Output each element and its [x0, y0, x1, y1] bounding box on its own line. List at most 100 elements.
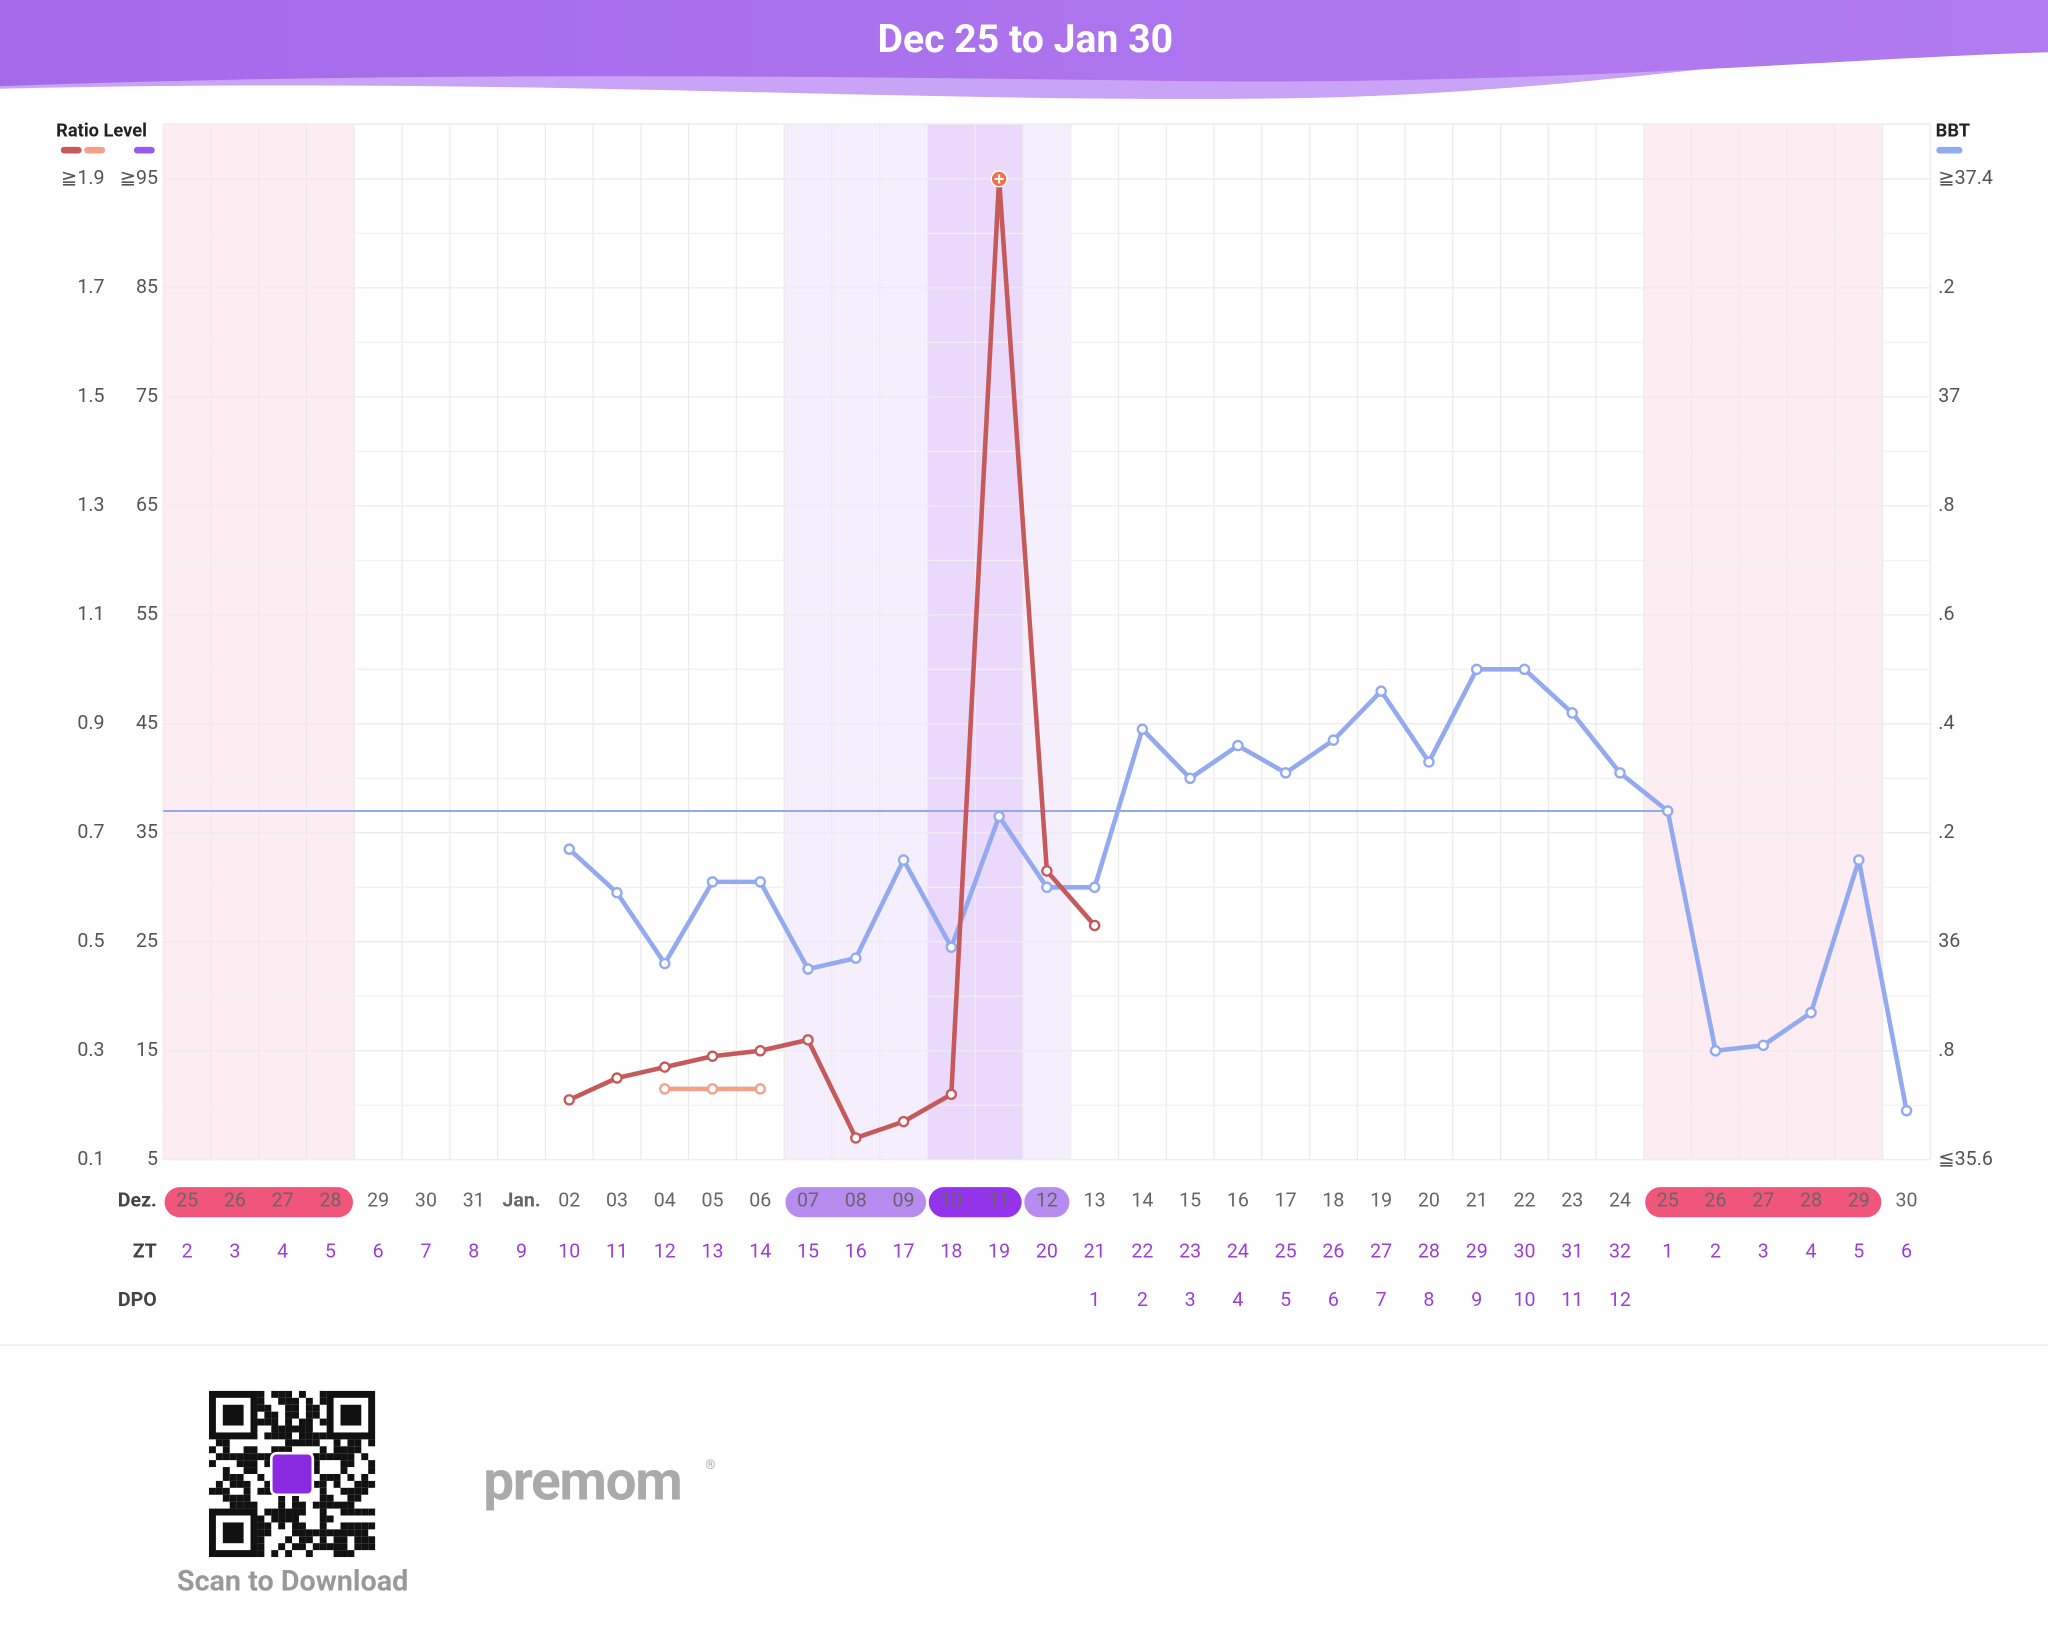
- dpo-value: 1: [1089, 1288, 1100, 1311]
- point: [1088, 881, 1101, 894]
- qr-cell: [347, 1522, 355, 1530]
- qr-cell: [347, 1453, 355, 1461]
- zt-value: 14: [749, 1240, 771, 1263]
- qr-cell: [319, 1522, 327, 1530]
- qr-cell: [312, 1411, 320, 1419]
- qr-cell: [305, 1529, 313, 1537]
- qr-cell: [264, 1529, 272, 1537]
- qr-cell: [333, 1550, 341, 1558]
- qr-cell: [319, 1418, 327, 1426]
- x-tick-label: 20: [1418, 1189, 1440, 1212]
- y2-tick-label: ≧37.4: [1938, 166, 1993, 189]
- point: [1470, 663, 1483, 676]
- qr-cell: [333, 1453, 341, 1461]
- qr-cell: [222, 1439, 230, 1447]
- zt-value: 11: [606, 1240, 628, 1263]
- qr-logo: [269, 1451, 315, 1497]
- x-tick-label: 08: [845, 1189, 867, 1212]
- qr-cell: [271, 1508, 279, 1516]
- y2-tick-label: 36: [1938, 929, 1960, 952]
- y2-tick-label: .8: [1938, 1038, 1954, 1061]
- qr-cell: [257, 1473, 265, 1481]
- qr-cell: [292, 1397, 299, 1405]
- qr-cell: [333, 1446, 341, 1454]
- day-pill: [1645, 1187, 1882, 1218]
- dpo-value: 12: [1609, 1288, 1631, 1311]
- x-tick-label: 23: [1561, 1189, 1583, 1212]
- point: [1900, 1104, 1913, 1117]
- x-tick-label: 29: [1848, 1189, 1870, 1212]
- qr-cell: [354, 1487, 362, 1495]
- qr-cell: [215, 1439, 223, 1447]
- point: [563, 1094, 575, 1106]
- qr-cell: [326, 1543, 334, 1551]
- dpo-value: 2: [1137, 1288, 1148, 1311]
- day-band: [306, 124, 355, 1160]
- qr-cell: [285, 1439, 293, 1447]
- qr-cell: [319, 1487, 327, 1495]
- qr-cell: [257, 1515, 265, 1523]
- zt-value: 29: [1466, 1240, 1488, 1263]
- x-tick-label: Jan.: [502, 1189, 540, 1212]
- qr-cell: [243, 1501, 251, 1509]
- qr-cell: [340, 1543, 348, 1551]
- qr-finder: [222, 1404, 244, 1426]
- zt-value: 32: [1609, 1240, 1631, 1263]
- qr-cell: [229, 1473, 237, 1481]
- qr-cell: [264, 1453, 272, 1461]
- qr-cell: [285, 1446, 293, 1454]
- qr-cell: [347, 1550, 355, 1558]
- zt-value: 6: [1901, 1240, 1912, 1263]
- qr-cell: [326, 1494, 334, 1502]
- qr-cell: [340, 1529, 348, 1537]
- qr-cell: [298, 1501, 306, 1509]
- y-tick-label: ≧1.9: [61, 166, 105, 189]
- qr-cell: [305, 1439, 313, 1447]
- qr-cell: [243, 1446, 251, 1454]
- qr-cell: [333, 1543, 341, 1551]
- brand-mark: ®: [705, 1458, 715, 1473]
- zt-value: 28: [1418, 1240, 1440, 1263]
- dpo-value: 5: [1280, 1288, 1291, 1311]
- point: [1136, 723, 1149, 736]
- point: [1709, 1045, 1722, 1057]
- zt-value: 27: [1370, 1240, 1392, 1263]
- qr-cell: [340, 1460, 348, 1468]
- x-tick-label: 26: [224, 1189, 246, 1212]
- qr-cell: [312, 1460, 320, 1468]
- day-pill: [785, 1187, 927, 1218]
- y-tick-label: 1.7: [77, 275, 104, 298]
- day-band: [1643, 124, 1692, 1160]
- x-tick-label: 07: [797, 1189, 819, 1212]
- x-tick-label: 11: [988, 1189, 1010, 1212]
- day-band: [1787, 124, 1835, 1160]
- zt-value: 19: [988, 1240, 1010, 1263]
- x-tick-label: 04: [654, 1189, 676, 1212]
- zt-value: 25: [1275, 1240, 1297, 1263]
- qr-cell: [222, 1473, 230, 1481]
- dpo-value: 8: [1423, 1288, 1434, 1311]
- qr-cell: [285, 1536, 293, 1544]
- point: [659, 1083, 671, 1095]
- qr-cell: [326, 1473, 334, 1481]
- qr-cell: [354, 1508, 362, 1516]
- qr-cell: [271, 1446, 279, 1454]
- qr-cell: [250, 1446, 258, 1454]
- qr-cell: [347, 1529, 355, 1537]
- day-band: [927, 124, 976, 1160]
- qr-cell: [354, 1543, 362, 1551]
- qr-cell: [264, 1487, 272, 1495]
- qr-cell: [222, 1446, 230, 1454]
- qr-cell: [340, 1536, 348, 1544]
- qr-cell: [250, 1453, 258, 1461]
- x-tick-label: 21: [1466, 1189, 1488, 1212]
- dpo-value: 9: [1471, 1288, 1482, 1311]
- y2-tick-label: .2: [1938, 820, 1954, 843]
- x-tick-label: 30: [415, 1189, 437, 1212]
- qr-cell: [257, 1536, 265, 1544]
- qr-cell: [312, 1432, 320, 1440]
- qr-cell: [347, 1460, 355, 1468]
- qr-cell: [229, 1494, 237, 1502]
- zt-value: 5: [1853, 1240, 1864, 1263]
- qr-cell: [326, 1515, 334, 1523]
